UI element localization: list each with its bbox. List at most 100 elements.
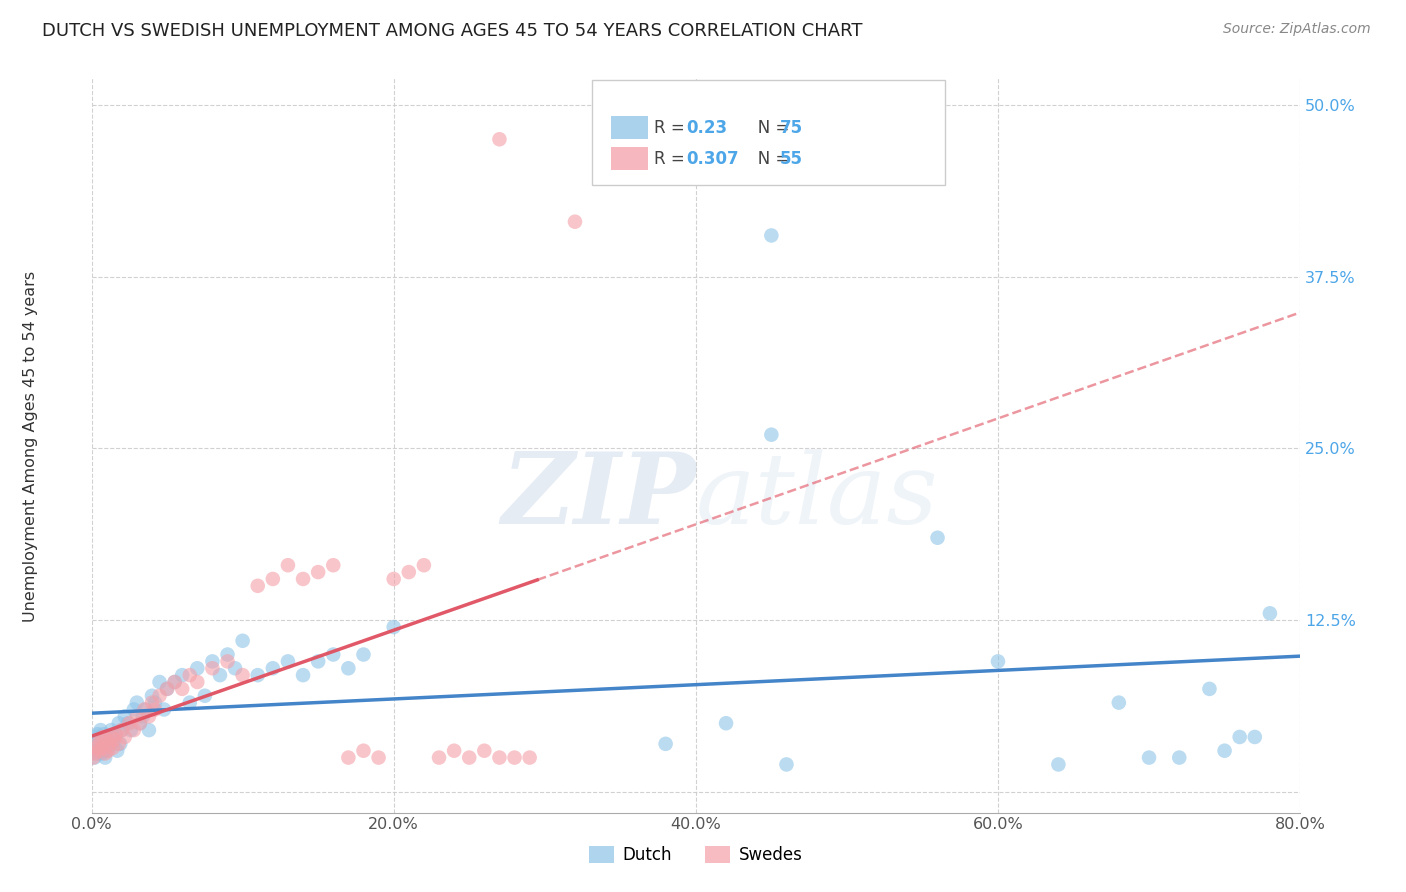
Point: [927, 531, 949, 545]
Point: [101, 741, 124, 756]
Point: [382, 620, 405, 634]
Text: Unemployment Among Ages 45 to 54 years: Unemployment Among Ages 45 to 54 years: [24, 270, 38, 622]
Point: [353, 744, 375, 758]
Point: [246, 579, 269, 593]
Point: [292, 572, 315, 586]
Point: [1137, 750, 1160, 764]
Point: [91, 732, 114, 747]
Point: [217, 648, 239, 662]
Point: [172, 681, 194, 696]
Point: [96, 744, 118, 758]
Point: [111, 723, 134, 737]
Point: [201, 661, 224, 675]
Point: [93, 727, 115, 741]
Point: [138, 723, 160, 737]
Point: [307, 565, 329, 579]
Point: [138, 709, 160, 723]
Text: 0.307: 0.307: [686, 150, 738, 168]
Point: [1168, 750, 1191, 764]
Point: [141, 689, 163, 703]
Point: [322, 648, 344, 662]
Point: [1243, 730, 1265, 744]
Point: [775, 757, 797, 772]
Point: [564, 215, 586, 229]
Text: 55: 55: [780, 150, 803, 168]
Point: [132, 709, 155, 723]
Text: R =: R =: [654, 119, 689, 136]
Point: [143, 702, 166, 716]
Point: [94, 747, 117, 761]
Point: [1213, 744, 1236, 758]
Point: [186, 675, 208, 690]
Point: [153, 702, 176, 716]
Point: [714, 716, 737, 731]
Point: [134, 702, 156, 716]
Point: [163, 675, 186, 690]
Point: [120, 723, 142, 737]
Point: [654, 737, 676, 751]
Point: [179, 668, 201, 682]
Point: [98, 730, 121, 744]
Point: [412, 558, 434, 573]
Point: [292, 668, 315, 682]
Point: [122, 723, 145, 737]
Point: [90, 741, 112, 756]
Point: [118, 716, 141, 731]
Point: [103, 732, 125, 747]
Point: [91, 741, 114, 756]
Point: [761, 228, 783, 243]
Point: [458, 750, 481, 764]
Point: [90, 723, 112, 737]
Point: [122, 702, 145, 716]
Point: [87, 744, 110, 758]
Point: [84, 741, 107, 756]
Point: [90, 732, 112, 747]
Point: [488, 750, 510, 764]
Point: [114, 709, 136, 723]
Point: [262, 572, 284, 586]
Point: [427, 750, 450, 764]
Point: [94, 737, 117, 751]
Point: [107, 737, 129, 751]
Point: [97, 737, 120, 751]
Point: [125, 696, 148, 710]
Point: [96, 732, 118, 747]
Text: 0.23: 0.23: [686, 119, 727, 136]
Point: [367, 750, 389, 764]
Point: [101, 737, 124, 751]
Point: [104, 727, 127, 741]
Point: [104, 727, 127, 741]
Text: N =: N =: [742, 150, 794, 168]
Point: [217, 654, 239, 668]
Point: [83, 750, 105, 764]
Point: [86, 737, 108, 751]
Point: [100, 730, 122, 744]
Point: [382, 572, 405, 586]
Point: [398, 565, 420, 579]
Point: [519, 750, 541, 764]
Point: [148, 689, 170, 703]
Point: [82, 744, 104, 758]
Point: [87, 732, 110, 747]
Point: [186, 661, 208, 675]
Point: [472, 744, 495, 758]
Point: [128, 716, 150, 731]
Point: [337, 661, 360, 675]
Point: [179, 696, 201, 710]
Point: [156, 681, 179, 696]
Point: [232, 668, 254, 682]
Point: [172, 668, 194, 682]
Point: [503, 750, 526, 764]
Point: [156, 681, 179, 696]
Point: [98, 737, 121, 751]
Point: [84, 730, 107, 744]
Point: [163, 675, 186, 690]
Text: DUTCH VS SWEDISH UNEMPLOYMENT AMONG AGES 45 TO 54 YEARS CORRELATION CHART: DUTCH VS SWEDISH UNEMPLOYMENT AMONG AGES…: [42, 22, 863, 40]
Point: [208, 668, 231, 682]
Point: [86, 747, 108, 761]
Point: [488, 132, 510, 146]
Point: [117, 716, 139, 731]
Point: [277, 654, 299, 668]
Point: [82, 750, 104, 764]
Point: [105, 744, 128, 758]
